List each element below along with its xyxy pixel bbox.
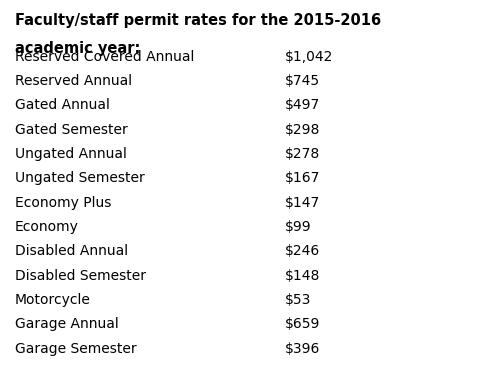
Text: $659: $659 [285,317,320,331]
Text: Economy Plus: Economy Plus [15,196,111,210]
Text: $246: $246 [285,244,320,259]
Text: Ungated Semester: Ungated Semester [15,172,145,185]
Text: $497: $497 [285,98,320,113]
Text: $1,042: $1,042 [285,50,333,64]
Text: Reserved Annual: Reserved Annual [15,74,132,88]
Text: $147: $147 [285,196,320,210]
Text: Reserved Covered Annual: Reserved Covered Annual [15,50,194,64]
Text: Motorcycle: Motorcycle [15,293,91,307]
Text: $53: $53 [285,293,311,307]
Text: Garage Annual: Garage Annual [15,317,119,331]
Text: $396: $396 [285,342,320,356]
Text: $278: $278 [285,147,320,161]
Text: $99: $99 [285,220,311,234]
Text: Gated Semester: Gated Semester [15,123,128,137]
Text: Disabled Annual: Disabled Annual [15,244,128,259]
Text: academic year:: academic year: [15,41,140,56]
Text: $148: $148 [285,269,320,283]
Text: Faculty/staff permit rates for the 2015-2016: Faculty/staff permit rates for the 2015-… [15,13,381,28]
Text: Economy: Economy [15,220,79,234]
Text: $167: $167 [285,172,320,185]
Text: $745: $745 [285,74,320,88]
Text: Disabled Semester: Disabled Semester [15,269,146,283]
Text: Ungated Annual: Ungated Annual [15,147,127,161]
Text: $298: $298 [285,123,320,137]
Text: Gated Annual: Gated Annual [15,98,110,113]
Text: Garage Semester: Garage Semester [15,342,137,356]
